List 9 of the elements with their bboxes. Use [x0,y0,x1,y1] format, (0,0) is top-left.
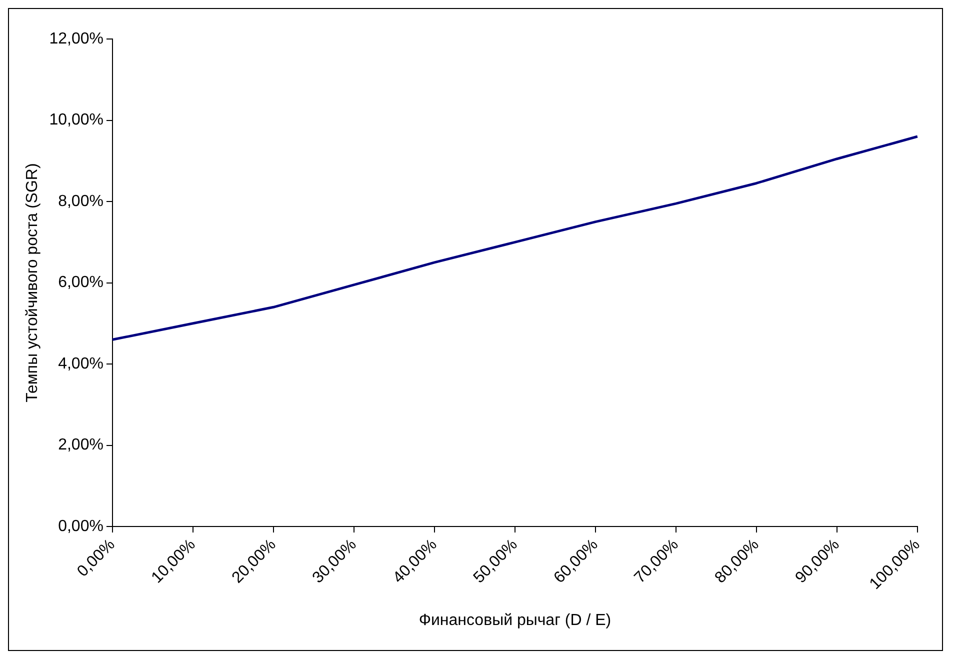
y-tick-label: 2,00% [58,436,104,454]
y-tick-label: 6,00% [58,274,104,292]
y-tick-label: 10,00% [49,112,104,129]
y-tick-label: 4,00% [58,355,104,372]
y-tick-label: 12,00% [49,30,104,48]
y-tick-label: 0,00% [58,518,104,535]
y-axis-title: Темпы устойчивого роста (SGR) [24,163,42,402]
x-axis-title: Финансовый рычаг (D / E) [418,612,612,629]
y-tick-label: 8,00% [58,192,104,210]
